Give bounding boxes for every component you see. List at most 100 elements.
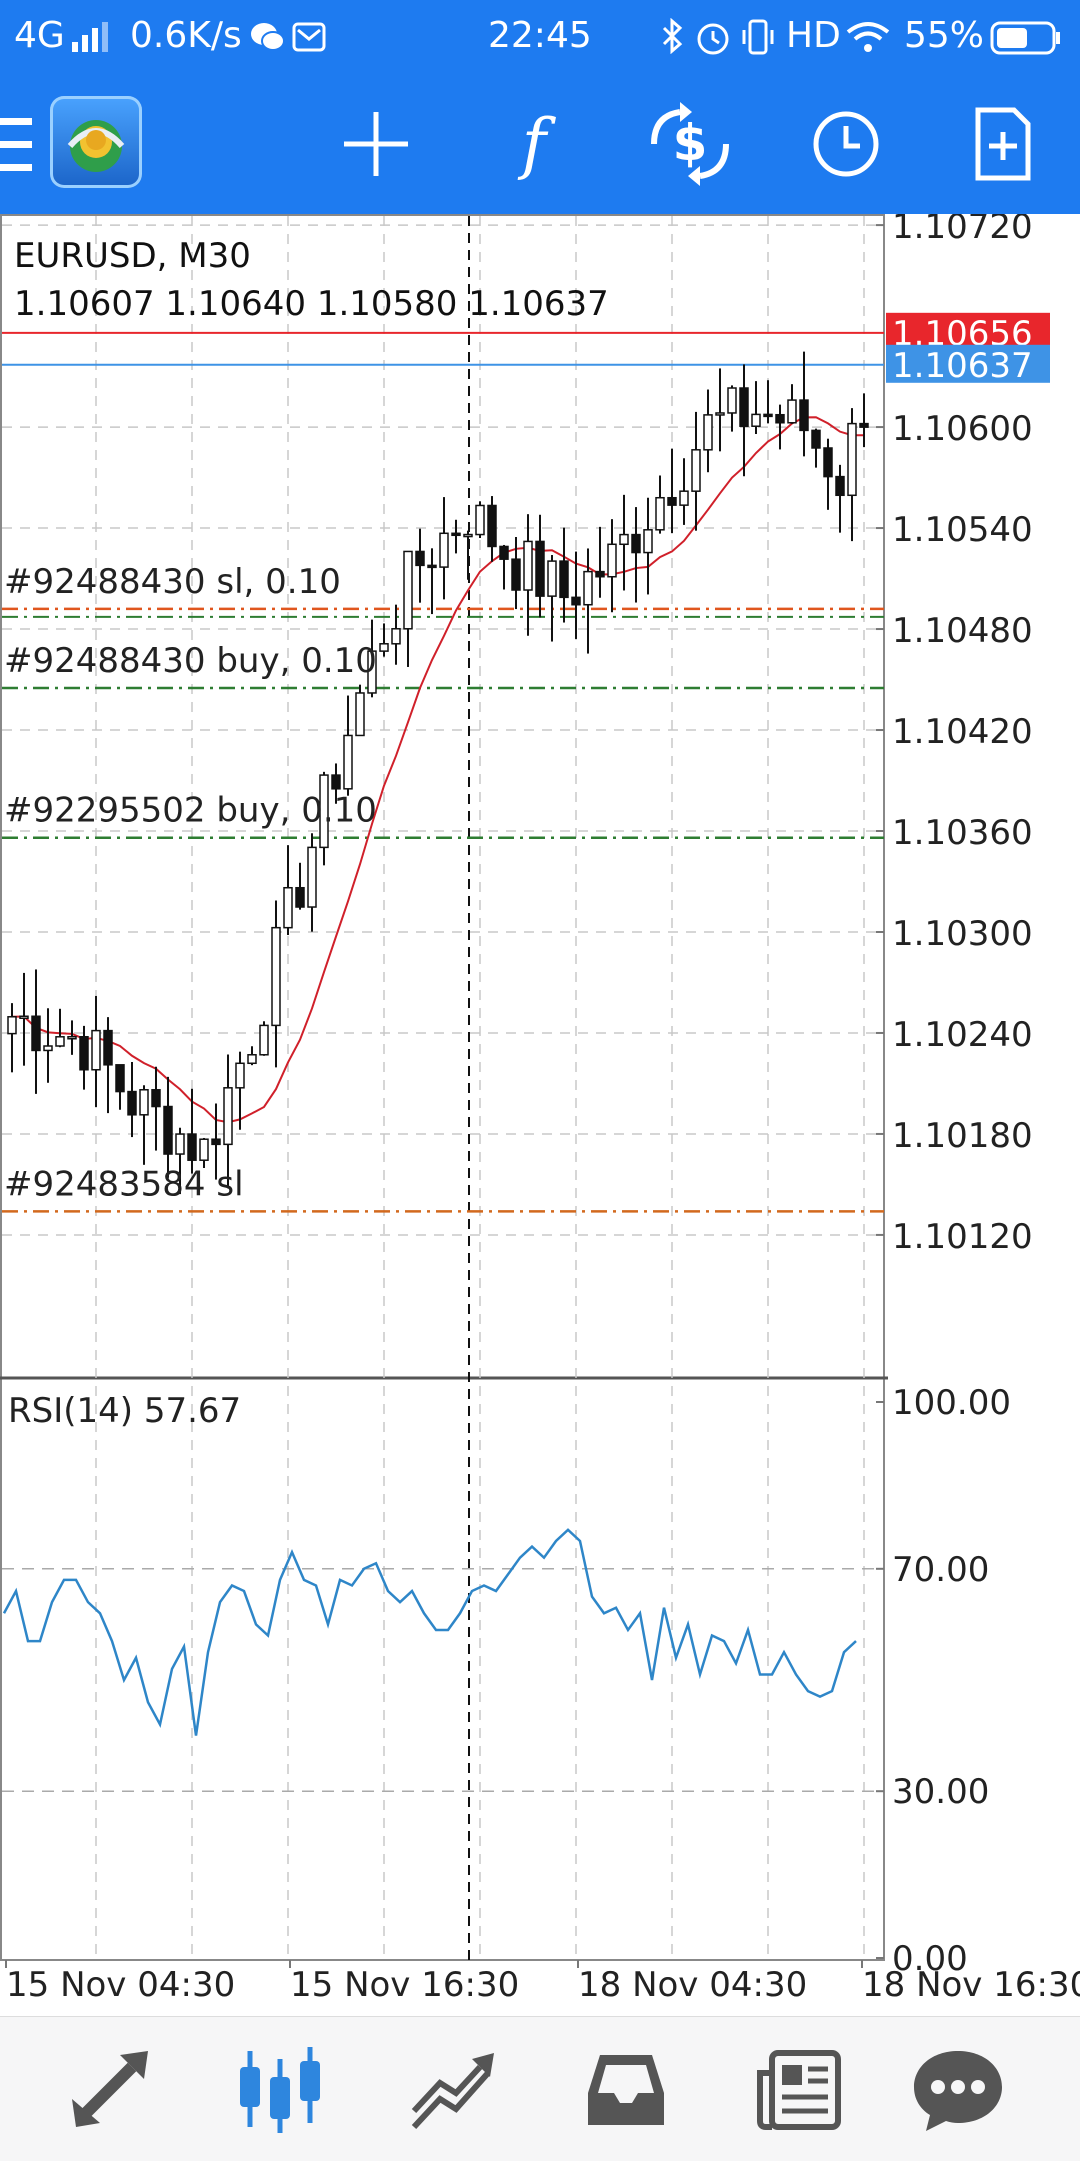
candle-body bbox=[559, 560, 569, 599]
new-order-button[interactable] bbox=[952, 94, 1052, 194]
candle-body bbox=[343, 734, 353, 790]
candle-body bbox=[475, 504, 485, 536]
nav-quotes[interactable] bbox=[58, 2037, 162, 2141]
alarm-icon bbox=[697, 23, 729, 55]
candle-body bbox=[643, 529, 653, 554]
bid-price-badge bbox=[886, 312, 1050, 351]
news-icon bbox=[757, 2050, 841, 2130]
nav-news[interactable] bbox=[748, 2037, 852, 2141]
candle-body bbox=[487, 504, 497, 548]
price-tick-label: 1.10240 bbox=[892, 1015, 1033, 1055]
candle-body bbox=[763, 413, 773, 418]
rsi-label: RSI(14) 57.67 bbox=[8, 1391, 241, 1431]
order-line-label: #92295502 buy, 0.10 bbox=[4, 791, 377, 831]
candle-body bbox=[571, 596, 581, 606]
menu-icon[interactable] bbox=[0, 118, 32, 172]
trade-button[interactable]: $ bbox=[640, 94, 740, 194]
candle-body bbox=[367, 650, 377, 694]
candle-body bbox=[151, 1089, 161, 1108]
candle-body bbox=[415, 550, 425, 567]
candle-body bbox=[823, 447, 833, 478]
symbol-timeframe: EURUSD, M30 bbox=[14, 236, 251, 276]
candle-body bbox=[235, 1062, 245, 1089]
messages-icon bbox=[914, 2051, 1002, 2131]
candle-body bbox=[523, 540, 533, 591]
trade-icon: $ bbox=[651, 102, 729, 186]
candle-body bbox=[31, 1015, 41, 1052]
price-tick-label: 1.10180 bbox=[892, 1116, 1033, 1156]
candle-body bbox=[79, 1035, 89, 1071]
candle-body bbox=[55, 1036, 65, 1047]
clock-time: 22:45 bbox=[488, 15, 592, 56]
candle-body bbox=[103, 1029, 113, 1066]
signal-icon bbox=[72, 22, 108, 52]
candle-body bbox=[163, 1105, 173, 1155]
battery-icon bbox=[990, 21, 1060, 55]
candle-body bbox=[211, 1138, 221, 1146]
crosshair-icon bbox=[344, 112, 408, 176]
order-lines bbox=[2, 331, 884, 1213]
crosshair-button[interactable] bbox=[326, 94, 426, 194]
candle-body bbox=[355, 692, 365, 737]
app-logo[interactable] bbox=[50, 96, 142, 188]
moving-average-line bbox=[11, 416, 865, 1124]
nav-history[interactable] bbox=[574, 2037, 678, 2141]
candle-body bbox=[91, 1029, 101, 1071]
timeframe-button[interactable] bbox=[796, 94, 896, 194]
candle-body bbox=[691, 449, 701, 492]
network-speed: 0.6K/s bbox=[130, 15, 242, 56]
candle-body bbox=[667, 496, 677, 506]
candle-body bbox=[43, 1045, 53, 1052]
candle-body bbox=[115, 1064, 125, 1093]
candle-body bbox=[463, 533, 473, 538]
metatrader-logo-icon bbox=[67, 120, 125, 172]
indicators-button[interactable]: f bbox=[484, 94, 584, 194]
rsi-tick-label: 100.00 bbox=[892, 1383, 1011, 1423]
ohlc-values: 1.10607 1.10640 1.10580 1.10637 bbox=[14, 284, 609, 324]
price-tick-label: 1.10480 bbox=[892, 611, 1033, 651]
clock-icon bbox=[813, 111, 879, 177]
candle-body bbox=[427, 564, 437, 569]
candle-body bbox=[751, 413, 761, 427]
candle-body bbox=[271, 926, 281, 1027]
network-type: 4G bbox=[14, 15, 65, 56]
candle-body bbox=[655, 496, 665, 531]
svg-text:f: f bbox=[517, 105, 557, 182]
candle-body bbox=[139, 1089, 149, 1116]
ask-price-badge bbox=[886, 344, 1050, 383]
bottom-navigation bbox=[0, 2016, 1080, 2161]
candle-body bbox=[595, 570, 605, 578]
candle-body bbox=[727, 387, 737, 414]
candle-body bbox=[379, 643, 389, 652]
candle-body bbox=[859, 422, 869, 428]
chart-axes: 1.10720 1.10600 1.10540 1.10480 1.10420 1.103… bbox=[5, 214, 1080, 2005]
order-line-label: #92488430 sl, 0.10 bbox=[4, 562, 341, 602]
price-tick-label: 1.10600 bbox=[892, 409, 1033, 449]
wechat-icon bbox=[251, 23, 284, 51]
candle-body bbox=[403, 550, 413, 630]
svg-text:$: $ bbox=[673, 114, 708, 172]
price-tick-label: 1.10360 bbox=[892, 813, 1033, 853]
nav-trade[interactable] bbox=[400, 2037, 504, 2141]
nav-messages[interactable] bbox=[906, 2037, 1010, 2141]
candle-body bbox=[247, 1054, 257, 1065]
history-icon bbox=[588, 2055, 664, 2125]
chart-frame bbox=[0, 214, 885, 1961]
candle-body bbox=[295, 886, 305, 908]
price-tick-label: 1.10300 bbox=[892, 914, 1033, 954]
price-chart[interactable]: 1.10720 1.10600 1.10540 1.10480 1.10420 1.103… bbox=[0, 214, 1080, 2016]
candle-body bbox=[679, 490, 689, 506]
price-tick-label: 1.10120 bbox=[892, 1217, 1033, 1257]
candle-body bbox=[331, 774, 341, 790]
rsi-tick-label: 0.00 bbox=[892, 1939, 968, 1979]
nav-chart[interactable] bbox=[228, 2037, 332, 2141]
candle-body bbox=[391, 628, 401, 645]
candle-body bbox=[283, 886, 293, 929]
order-line-label: #92488430 buy, 0.10 bbox=[4, 641, 377, 681]
candle-body bbox=[199, 1138, 209, 1161]
candle-body bbox=[715, 412, 725, 416]
candle-body bbox=[583, 570, 593, 606]
candle-body bbox=[499, 545, 509, 560]
candle-body bbox=[631, 533, 641, 554]
time-tick-label: 15 Nov 16:30 bbox=[290, 1965, 519, 2005]
